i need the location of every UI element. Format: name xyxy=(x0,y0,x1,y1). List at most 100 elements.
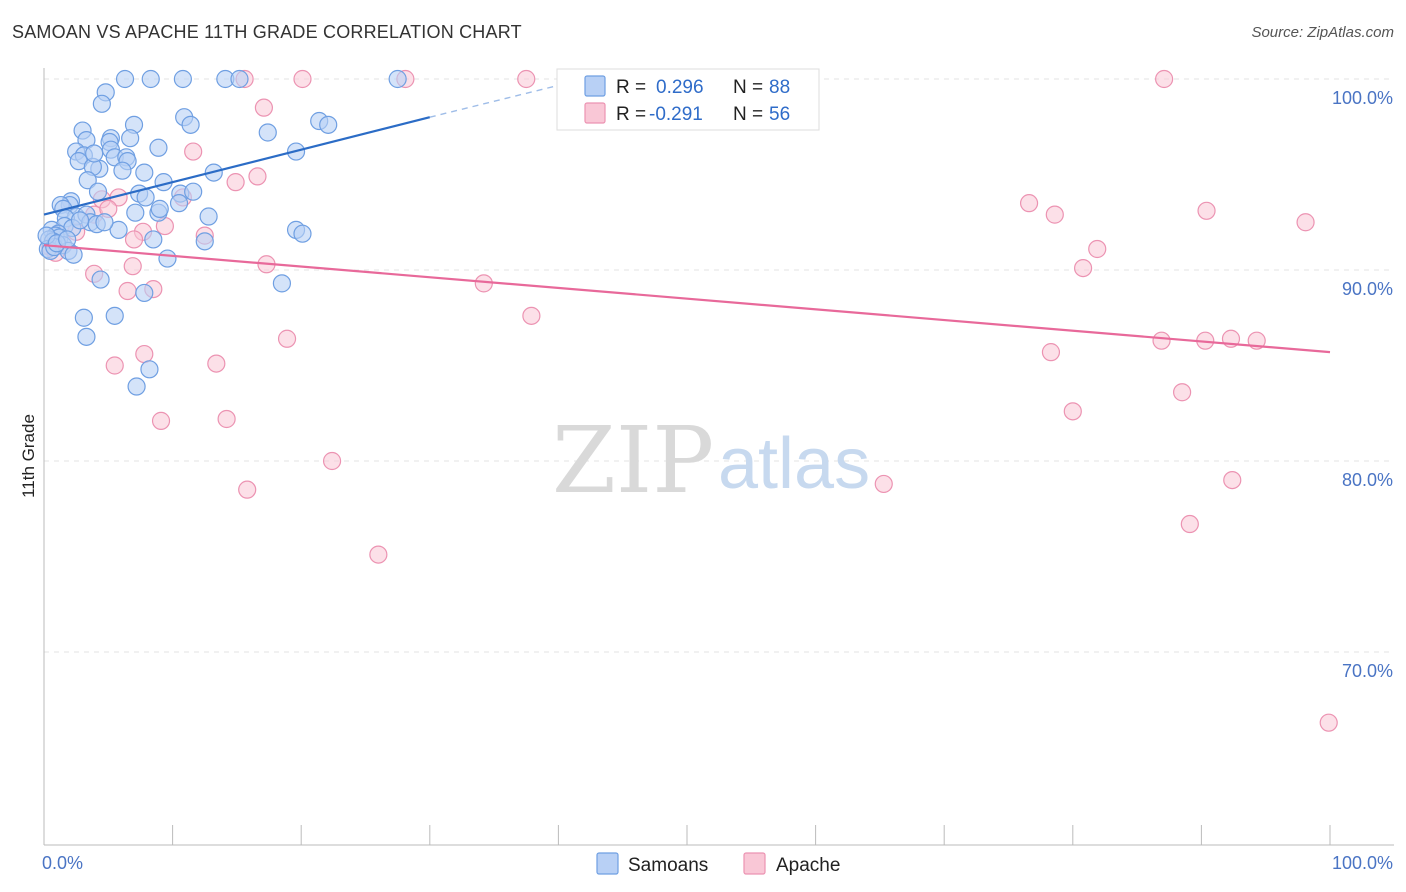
apache-point xyxy=(874,474,893,494)
apache-point xyxy=(1063,402,1082,421)
y-tick-label: 80.0% xyxy=(1342,470,1393,490)
apache-trend-line xyxy=(43,244,1331,354)
samoans-point xyxy=(293,224,312,243)
apache-point xyxy=(254,98,274,117)
samoans-point xyxy=(319,115,338,134)
apache-point xyxy=(238,480,257,499)
samoans-point xyxy=(77,327,96,346)
samoans-point xyxy=(195,232,214,251)
series-legend: Samoans Apache xyxy=(596,852,840,876)
samoans-point xyxy=(184,182,203,201)
apache-point xyxy=(517,69,536,89)
x-tick-label: 0.0% xyxy=(42,853,83,873)
samoans-point xyxy=(58,230,77,249)
samoans-point xyxy=(199,207,218,226)
samoans-point xyxy=(91,270,110,289)
apache-n-label: N = xyxy=(733,104,763,125)
samoans-legend-label: Samoans xyxy=(628,855,708,876)
samoans-point xyxy=(144,230,163,249)
apache-point xyxy=(118,281,137,301)
samoans-point xyxy=(92,94,111,113)
watermark-zip: ZIP xyxy=(552,407,714,514)
apache-r-value: -0.291 xyxy=(649,104,703,125)
apache-point xyxy=(277,329,297,348)
y-tick-label: 100.0% xyxy=(1332,88,1393,108)
x-tick-labels: 0.0% 100.0% xyxy=(42,853,1393,873)
samoans-point xyxy=(388,69,407,89)
samoans-point xyxy=(64,245,83,264)
apache-point xyxy=(1152,331,1171,350)
apache-point xyxy=(369,545,388,564)
samoans-point xyxy=(70,211,90,230)
apache-point xyxy=(1296,213,1315,232)
apache-legend-swatch xyxy=(743,852,766,875)
apache-point xyxy=(1173,383,1192,402)
samoans-n-label: N = xyxy=(733,77,763,98)
y-tick-labels: 70.0% 80.0% 90.0% 100.0% xyxy=(1332,88,1393,681)
apache-point xyxy=(1180,514,1199,534)
y-tick-label: 90.0% xyxy=(1342,279,1393,299)
samoans-trend-line xyxy=(43,116,431,216)
samoans-point xyxy=(173,69,192,89)
apache-point xyxy=(184,142,203,161)
apache-point xyxy=(1045,205,1064,224)
apache-point xyxy=(124,230,144,249)
apache-point xyxy=(226,173,245,192)
apache-point xyxy=(1019,194,1039,213)
apache-point xyxy=(1088,239,1107,259)
samoans-point xyxy=(109,220,128,239)
samoans-legend-swatch xyxy=(596,852,619,875)
apache-point xyxy=(474,274,493,293)
samoans-point xyxy=(105,306,124,325)
apache-point xyxy=(322,451,342,471)
apache-point xyxy=(522,306,541,325)
watermark-atlas: atlas xyxy=(718,424,870,504)
samoans-point xyxy=(85,144,104,163)
samoans-point xyxy=(169,194,189,213)
apache-points xyxy=(41,69,1338,732)
apache-point xyxy=(207,354,226,373)
samoans-point xyxy=(135,163,154,182)
chart-title: SAMOAN VS APACHE 11TH GRADE CORRELATION … xyxy=(12,22,522,42)
samoans-point xyxy=(230,69,249,89)
samoans-point xyxy=(95,213,114,232)
samoans-point xyxy=(127,377,146,396)
gridlines xyxy=(44,78,1394,653)
samoans-point xyxy=(258,123,277,142)
apache-point xyxy=(1073,258,1093,278)
apache-point xyxy=(123,257,142,276)
x-tick-label: 100.0% xyxy=(1332,853,1393,873)
samoans-point xyxy=(113,161,132,180)
samoans-r-label: R = xyxy=(616,77,646,98)
apache-point xyxy=(105,356,124,375)
samoans-point xyxy=(149,138,168,157)
apache-point xyxy=(135,344,154,364)
apache-legend-label: Apache xyxy=(776,855,840,876)
apache-point xyxy=(1319,713,1338,732)
apache-n-value: 56 xyxy=(769,104,790,125)
apache-point xyxy=(151,411,171,430)
samoans-point xyxy=(74,308,93,327)
samoans-points xyxy=(37,69,407,396)
samoans-point xyxy=(121,129,140,148)
stats-legend: R = 0.296 N = 88 R = -0.291 N = 56 xyxy=(556,68,820,131)
samoans-point xyxy=(158,249,177,268)
apache-point xyxy=(217,409,236,429)
apache-r-label: R = xyxy=(616,104,646,125)
samoans-point xyxy=(272,274,292,293)
samoans-point xyxy=(126,203,145,222)
apache-point xyxy=(1197,201,1216,220)
samoans-point xyxy=(140,360,159,379)
axes xyxy=(43,68,1394,846)
samoans-point xyxy=(141,69,160,89)
samoans-point xyxy=(150,199,169,218)
apache-point xyxy=(293,69,312,89)
apache-point xyxy=(1155,69,1174,89)
source-label: Source: ZipAtlas.com xyxy=(1251,24,1394,41)
apache-point xyxy=(1041,343,1061,362)
samoans-point xyxy=(88,182,108,201)
apache-swatch xyxy=(584,102,606,124)
samoans-n-value: 88 xyxy=(769,77,790,98)
samoans-r-value: 0.296 xyxy=(656,77,704,98)
